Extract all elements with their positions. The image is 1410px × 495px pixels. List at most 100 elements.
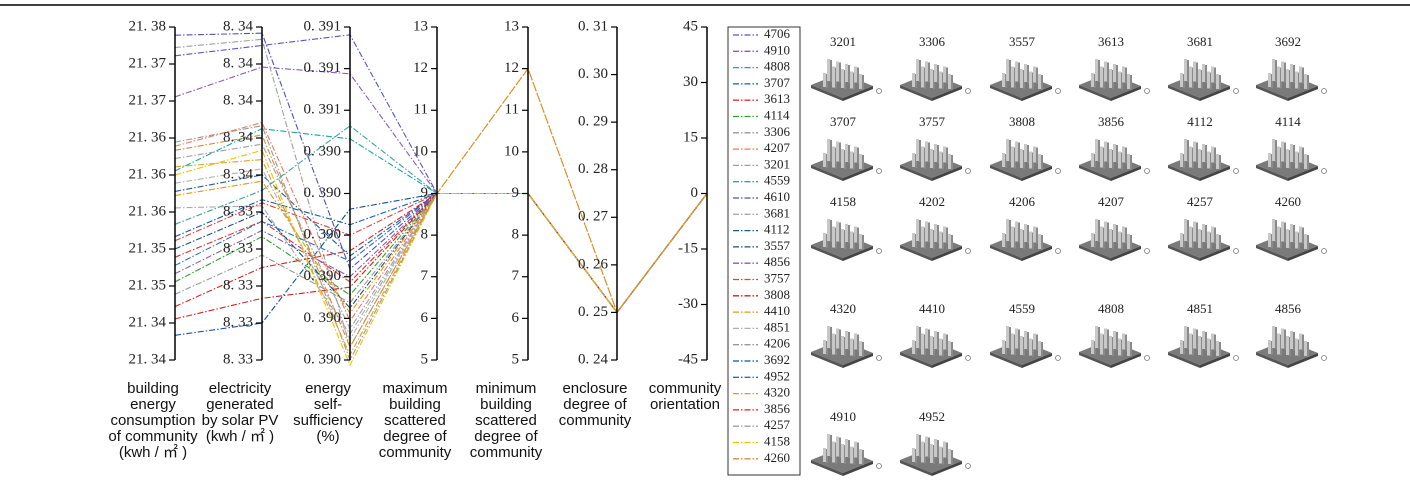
y-tick-label: 8. 34: [223, 18, 254, 34]
thumb-building-side: [1187, 60, 1189, 82]
thumb-building: [1211, 227, 1214, 243]
axis-label: (kwh / ㎡ ): [206, 428, 274, 445]
thumb-building: [1277, 334, 1280, 355]
thumb-compass: [1145, 249, 1150, 254]
y-tick-label: 0. 390: [304, 227, 342, 243]
thumb-building-side: [839, 143, 841, 163]
thumbnail-label: 4260: [1275, 194, 1301, 209]
thumb-building: [1304, 74, 1307, 89]
thumb-building-side: [1018, 330, 1020, 350]
thumb-building: [1299, 227, 1302, 243]
thumb-building: [939, 447, 942, 464]
thumb-building: [859, 341, 862, 356]
axis-label: community: [379, 444, 452, 461]
thumb-building: [1104, 329, 1107, 349]
thumbnail: 3613: [1079, 34, 1150, 101]
series-line: [175, 194, 707, 313]
y-tick-label: 21. 37: [129, 55, 167, 71]
thumb-building: [1281, 62, 1284, 82]
thumb-building: [1180, 233, 1183, 247]
y-tick-label: 8. 34: [223, 92, 254, 108]
thumb-building-side: [830, 327, 832, 349]
thumb-building: [1038, 74, 1041, 89]
thumb-building: [832, 67, 835, 88]
y-tick-label: 21. 36: [129, 166, 167, 182]
thumb-building-side: [1196, 223, 1198, 243]
thumb-building-side: [1107, 143, 1109, 163]
thumb-building: [1091, 73, 1094, 87]
legend-label: 3692: [764, 352, 790, 367]
thumbnail: 4257: [1168, 194, 1239, 261]
y-tick-label: 21. 36: [129, 203, 167, 219]
legend-label: 3856: [764, 401, 791, 416]
thumbnail-label: 4158: [830, 194, 856, 209]
thumb-building-side: [946, 228, 948, 244]
thumb-building: [841, 336, 844, 355]
legend-label: 4559: [764, 173, 790, 188]
axis-label: degree of: [563, 396, 627, 413]
axis-label: scattered: [475, 412, 537, 429]
thumb-building: [930, 69, 933, 88]
thumbnail-label: 3757: [919, 114, 946, 129]
thumb-building-side: [937, 225, 939, 243]
thumb-building: [832, 147, 835, 168]
thumb-building: [934, 331, 937, 349]
thumb-building-side: [946, 148, 948, 164]
thumb-building-side: [857, 443, 859, 459]
y-tick-label: 45: [683, 18, 698, 34]
thumb-building-side: [937, 332, 939, 350]
thumb-building: [1193, 62, 1196, 82]
y-tick-label: 11: [414, 102, 428, 118]
thumb-building: [1015, 62, 1018, 82]
thumbnail: 3692: [1256, 34, 1327, 101]
series-line: [175, 194, 707, 313]
thumb-building-side: [1307, 235, 1309, 250]
thumb-building-side: [830, 140, 832, 162]
thumb-building: [841, 69, 844, 88]
thumbnail: 4856: [1256, 301, 1327, 368]
thumb-building: [930, 336, 933, 355]
thumb-building: [1091, 233, 1094, 247]
thumb-building-side: [951, 450, 953, 465]
thumb-building-side: [1284, 63, 1286, 83]
thumb-building: [921, 442, 924, 463]
thumb-building: [1202, 144, 1205, 162]
axis-label: energy: [305, 380, 351, 397]
thumb-building-side: [937, 65, 939, 83]
legend-label: 4158: [764, 433, 790, 448]
y-tick-label: 8. 33: [223, 203, 253, 219]
thumb-building-side: [862, 75, 864, 90]
thumb-building: [1024, 331, 1027, 349]
thumb-building: [1290, 64, 1293, 82]
legend-label: 4610: [764, 189, 790, 204]
y-tick-label: 8. 33: [223, 351, 253, 367]
thumb-building: [1127, 74, 1130, 89]
thumb-building: [845, 64, 848, 82]
thumbnail: 4851: [1168, 301, 1239, 368]
legend-label: 4910: [764, 42, 790, 57]
thumb-building: [1033, 67, 1036, 83]
thumb-building: [934, 144, 937, 162]
thumbnail: 3557: [990, 34, 1061, 101]
thumb-building-side: [946, 68, 948, 84]
thumb-building: [1095, 139, 1098, 161]
thumb-building: [1100, 334, 1103, 355]
thumb-building: [1272, 139, 1275, 161]
thumbnail: 3201: [811, 34, 882, 101]
thumb-building-side: [928, 223, 930, 243]
thumbnail-label: 4206: [1009, 194, 1036, 209]
thumb-building: [1006, 326, 1009, 348]
thumb-building: [850, 447, 853, 464]
thumb-building-side: [848, 65, 850, 83]
thumb-building: [939, 152, 942, 169]
axis-label: degree of: [383, 428, 447, 445]
thumb-building-side: [848, 225, 850, 243]
thumb-building: [841, 149, 844, 168]
thumb-building-side: [1275, 220, 1277, 242]
thumb-building-side: [951, 235, 953, 250]
thumb-building-side: [1130, 235, 1132, 250]
chart: 21. 3421. 3421. 3521. 3521. 3621. 3621. …: [0, 0, 1410, 495]
series-line: [175, 194, 707, 313]
y-tick-label: 6: [421, 310, 429, 326]
thumb-building-side: [937, 440, 939, 458]
